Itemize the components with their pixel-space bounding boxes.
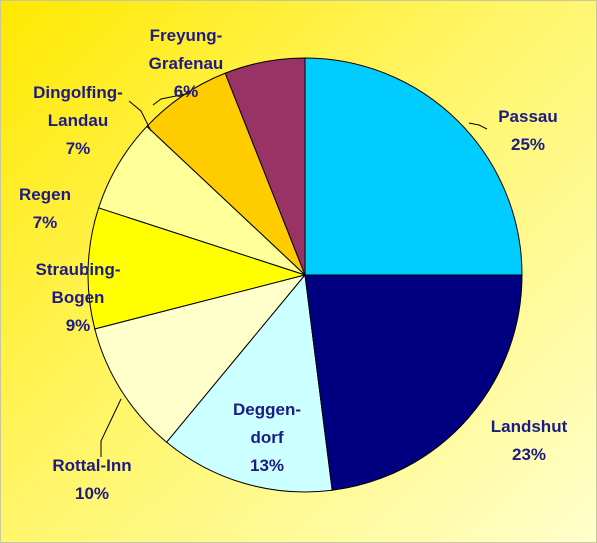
value-label: 25% [510,135,546,154]
slice-label: Regen 7% [10,181,80,237]
category-label: Regen [19,185,71,204]
pie-slice [94,274,307,443]
value-label: 10% [74,484,110,503]
value-label: 23% [511,445,547,464]
category-label: Straubing-Bogen [35,260,121,307]
leader-line [100,398,122,457]
pie-slice [165,273,333,493]
category-label: Freyung-Grafenau [148,26,224,73]
slice-label: Rottal-Inn 10% [32,452,152,508]
slice-label: Passau 25% [488,103,568,159]
value-label: 13% [249,456,285,475]
category-label: Passau [498,107,558,126]
pie-slice [304,57,523,276]
category-label: Landshut [490,417,568,436]
pie-slice [87,207,307,330]
slice-label: Straubing-Bogen 9% [30,256,126,340]
category-label: Rottal-Inn [52,456,132,475]
value-label: 9% [65,316,91,335]
category-label: Dingolfing-Landau [33,83,123,130]
value-label: 7% [32,213,58,232]
category-label: Deggen-dorf [233,400,301,447]
leader-line [128,100,152,132]
slice-label: Dingolfing-Landau 7% [26,79,130,163]
leader-line [152,92,192,106]
slice-label: Landshut 23% [479,413,579,469]
slice-label: Deggen-dorf 13% [227,396,307,480]
leader-line [468,122,488,130]
slice-label: Freyung-Grafenau 6% [138,22,234,106]
value-label: 7% [65,139,91,158]
value-label: 6% [173,82,199,101]
pie-slice [304,274,523,491]
